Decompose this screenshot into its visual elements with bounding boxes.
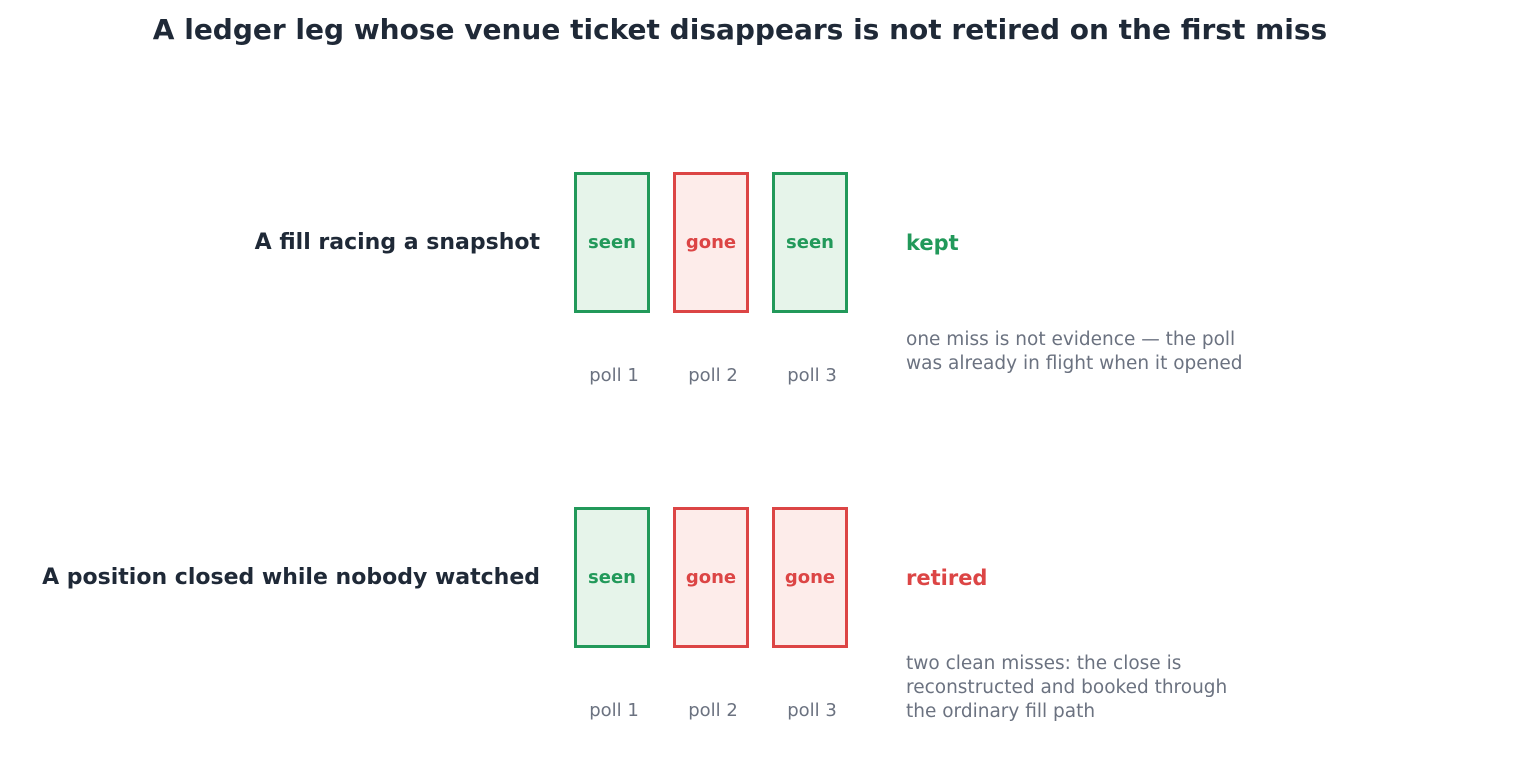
outcome-note: one miss is not evidence — the poll was …	[906, 328, 1306, 376]
poll-2-label: poll 2	[688, 700, 738, 721]
poll-2-box: gone	[673, 172, 749, 313]
note-line: two clean misses: the close is	[906, 653, 1182, 674]
outcome-retired: retired	[906, 566, 988, 590]
poll-3-label: poll 3	[787, 700, 837, 721]
note-line: one miss is not evidence — the poll	[906, 329, 1236, 350]
poll-3-label: poll 3	[787, 365, 837, 386]
poll-1-label: poll 1	[589, 365, 639, 386]
poll-3-box: seen	[772, 172, 848, 313]
poll-1-box: seen	[574, 507, 650, 648]
scenario-row-fill-racing: A fill racing a snapshot seen gone seen …	[0, 172, 1524, 402]
poll-2-label: poll 2	[688, 365, 738, 386]
outcome-kept: kept	[906, 231, 959, 255]
note-line: reconstructed and booked through	[906, 677, 1228, 698]
scenario-row-position-closed: A position closed while nobody watched s…	[0, 507, 1524, 737]
poll-2-box: gone	[673, 507, 749, 648]
poll-3-box: gone	[772, 507, 848, 648]
poll-1-label: poll 1	[589, 700, 639, 721]
note-line: was already in flight when it opened	[906, 353, 1243, 374]
diagram-title: A ledger leg whose venue ticket disappea…	[152, 13, 1328, 46]
note-line: the ordinary fill path	[906, 701, 1096, 722]
outcome-note: two clean misses: the close is reconstru…	[906, 652, 1306, 724]
poll-1-box: seen	[574, 172, 650, 313]
scenario-label: A fill racing a snapshot	[254, 230, 540, 255]
scenario-label: A position closed while nobody watched	[42, 565, 540, 590]
